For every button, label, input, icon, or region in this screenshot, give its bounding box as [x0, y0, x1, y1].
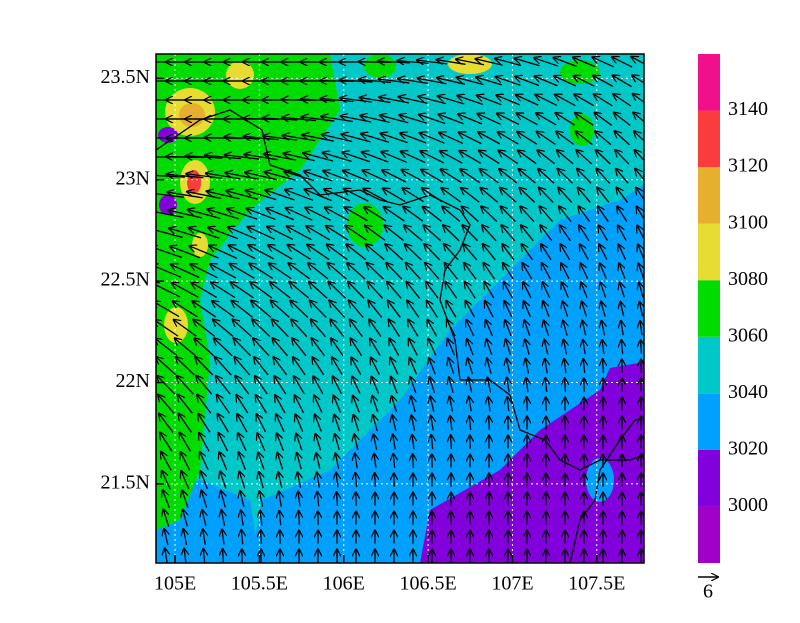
wind-vector [261, 530, 262, 544]
colorbar-label: 3060 [728, 324, 768, 346]
y-tick-label: 22N [116, 370, 150, 392]
field [156, 54, 644, 563]
wind-vector [527, 397, 528, 411]
colorbar-label: 3000 [728, 494, 768, 516]
colorbar-label: 3140 [728, 98, 768, 120]
y-tick-label: 23.5N [101, 66, 150, 88]
colorbar-band [698, 167, 720, 224]
colorbar-band [698, 54, 720, 111]
wind-vector [375, 473, 376, 487]
colorbar-band [698, 337, 720, 394]
x-tick-label: 105.5E [231, 573, 288, 595]
colorbar-band [698, 450, 720, 507]
colorbar-label: 3040 [728, 381, 768, 403]
wind-vector [451, 435, 452, 449]
x-tick-label: 106E [323, 573, 365, 595]
y-tick-label: 22.5N [101, 269, 150, 291]
x-tick-label: 106.5E [399, 573, 456, 595]
region [192, 233, 208, 257]
wind-vector [223, 549, 224, 563]
wind-vector [641, 340, 642, 354]
wind-vector [565, 378, 566, 392]
region [226, 61, 254, 89]
x-tick-label: 105E [154, 573, 196, 595]
region [570, 114, 594, 146]
wind-vector [299, 511, 300, 525]
colorbar-label: 3020 [728, 437, 768, 459]
region [179, 103, 205, 127]
colorbar-label: 3120 [728, 155, 768, 177]
colorbar-band [698, 280, 720, 337]
region [364, 54, 396, 78]
colorbar-label: 3080 [728, 268, 768, 290]
x-tick-label: 107E [491, 573, 533, 595]
y-tick-label: 23N [116, 167, 150, 189]
colorbar-band [698, 111, 720, 168]
reference-vector-label: 6 [703, 581, 713, 603]
colorbar: 3000 3020 3040 3060 3080 3100 3120 3140 [698, 54, 768, 563]
wind-vector [337, 492, 338, 506]
region [448, 54, 492, 74]
colorbar-label: 3100 [728, 211, 768, 233]
wind-vector [489, 416, 490, 430]
colorbar-band [698, 506, 720, 563]
region [560, 60, 600, 84]
wind-vector [603, 359, 604, 373]
x-tick-label: 107.5E [568, 573, 625, 595]
region [347, 203, 383, 247]
y-tick-label: 21.5N [101, 472, 150, 494]
region [164, 307, 188, 343]
colorbar-band [698, 224, 720, 281]
colorbar-band [698, 393, 720, 450]
wind-vector [413, 454, 414, 468]
